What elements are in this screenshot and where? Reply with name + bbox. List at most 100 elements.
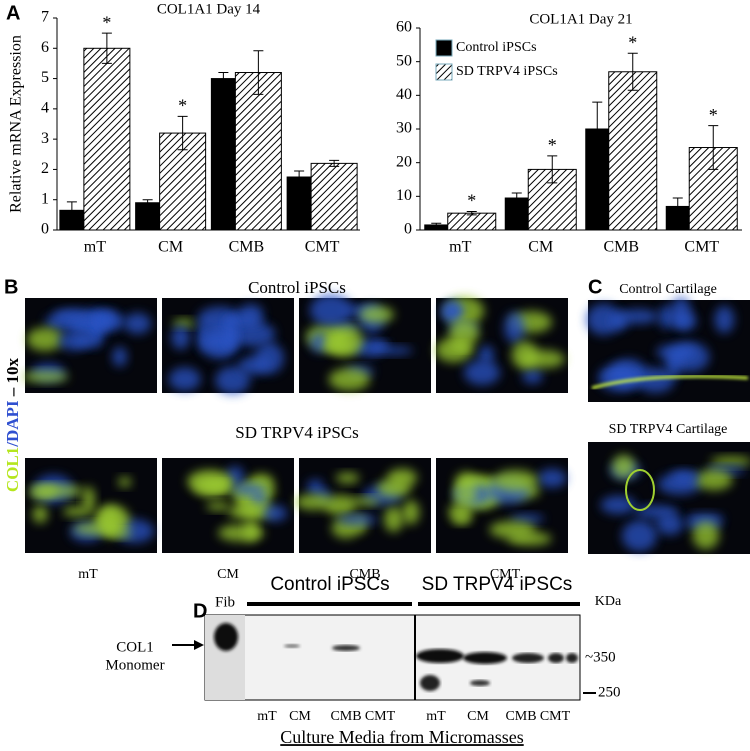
stain-blob bbox=[172, 318, 196, 328]
y-tick-label: 60 bbox=[396, 19, 412, 36]
stain-blob bbox=[449, 319, 480, 347]
stain-blob bbox=[402, 500, 420, 525]
stain-blob bbox=[463, 360, 500, 386]
lane-label: CMB bbox=[330, 709, 361, 724]
legend-label: Control iPSCs bbox=[456, 40, 537, 55]
y-axis-label: Relative mRNA Expression bbox=[8, 35, 25, 213]
stain-blob bbox=[335, 472, 360, 484]
stain-blob bbox=[206, 501, 230, 511]
legend-label: SD TRPV4 iPSCs bbox=[456, 64, 558, 79]
stain-blob bbox=[612, 454, 635, 479]
panel-label: D bbox=[193, 600, 207, 622]
group-title: SD TRPV4 iPSCs bbox=[422, 574, 573, 595]
chart-title: COL1A1 Day 21 bbox=[529, 11, 632, 27]
chart-title: COL1A1 Day 14 bbox=[157, 1, 261, 17]
stain-blob bbox=[695, 469, 733, 491]
error-bar bbox=[294, 170, 305, 184]
x-tick-label: mT bbox=[449, 239, 471, 256]
stain-blob bbox=[309, 294, 353, 327]
significance-marker: * bbox=[467, 191, 476, 211]
y-tick-label: 4 bbox=[41, 100, 49, 117]
band bbox=[470, 680, 490, 686]
stain-blob bbox=[621, 520, 657, 552]
y-tick-label: 40 bbox=[396, 86, 412, 103]
significance-marker: * bbox=[102, 12, 111, 32]
panel-label: A bbox=[6, 2, 20, 24]
x-tick-label: CMT bbox=[305, 239, 340, 256]
arrow-head bbox=[194, 640, 204, 650]
stain-blob bbox=[448, 501, 473, 522]
stain-blob bbox=[671, 470, 700, 483]
y-tick-label: 10 bbox=[396, 187, 412, 204]
bar bbox=[286, 176, 312, 231]
stain-label: COL1/DAPI – 10x bbox=[3, 357, 22, 492]
stain-blob bbox=[359, 306, 395, 323]
y-tick-label: 30 bbox=[396, 120, 412, 137]
error-bar bbox=[101, 32, 112, 64]
stain-blob bbox=[455, 488, 477, 503]
stain-blob bbox=[327, 325, 364, 357]
y-tick-label: 5 bbox=[41, 69, 49, 86]
error-bar bbox=[218, 72, 229, 86]
y-tick-label: 6 bbox=[41, 39, 49, 56]
x-tick-label: CM bbox=[528, 239, 553, 256]
stain-blob bbox=[489, 520, 536, 539]
bar bbox=[135, 202, 161, 231]
stain-blob bbox=[21, 371, 69, 383]
stain-blob bbox=[686, 513, 724, 525]
stain-blob bbox=[455, 472, 478, 492]
stain-blob bbox=[118, 476, 132, 487]
unit-label: KDa bbox=[595, 594, 622, 609]
panel-title: Control Cartilage bbox=[619, 282, 717, 297]
stain-blob bbox=[229, 321, 276, 347]
bar bbox=[310, 162, 358, 231]
stain-blob bbox=[510, 514, 544, 524]
bar bbox=[210, 78, 236, 231]
band bbox=[284, 644, 300, 648]
stain-blob bbox=[112, 346, 128, 367]
stain-blob bbox=[123, 312, 152, 335]
stain-blob bbox=[602, 371, 639, 380]
error-bar bbox=[627, 52, 638, 91]
stain-blob bbox=[714, 305, 735, 334]
x-tick-label: mT bbox=[84, 239, 106, 256]
stain-blob bbox=[387, 468, 418, 487]
significance-marker: * bbox=[178, 96, 187, 116]
band bbox=[463, 652, 507, 664]
stain-blob bbox=[263, 505, 288, 522]
cartilage-layer bbox=[591, 374, 749, 390]
error-bar bbox=[672, 197, 683, 216]
y-tick-label: 0 bbox=[41, 221, 49, 238]
stain-blob bbox=[692, 521, 720, 550]
lane-label: CMT bbox=[365, 709, 396, 724]
stain-part: /DAPI bbox=[3, 400, 22, 448]
band bbox=[214, 623, 238, 651]
y-tick-label: 1 bbox=[41, 190, 49, 207]
stain-blob bbox=[511, 340, 538, 370]
stain-blob bbox=[368, 346, 414, 355]
stain-blob bbox=[26, 327, 64, 352]
lane-labels: mT CM CMB CMT mT CM CMB CMT bbox=[257, 709, 570, 724]
y-tick-label: 3 bbox=[41, 130, 49, 147]
lane-label: mT bbox=[426, 709, 446, 724]
stain-blob bbox=[586, 303, 622, 336]
error-bar bbox=[66, 201, 77, 220]
stain-blob bbox=[658, 305, 675, 329]
lane-label: CMT bbox=[540, 709, 571, 724]
stain-blob bbox=[43, 485, 84, 497]
stain-blob bbox=[670, 296, 692, 328]
size-marker: 250 bbox=[598, 684, 621, 700]
western-blot bbox=[172, 602, 596, 701]
stain-blob bbox=[710, 456, 750, 467]
lane-title: Fib bbox=[215, 594, 235, 610]
legend-swatch bbox=[435, 63, 453, 81]
size-marker: ~350 bbox=[585, 649, 616, 665]
error-bar bbox=[547, 155, 558, 184]
micrographs bbox=[21, 294, 750, 554]
error-bar bbox=[511, 192, 522, 204]
band bbox=[566, 653, 578, 663]
stain-part: COL1 bbox=[3, 447, 22, 492]
lane-label: CMB bbox=[505, 709, 536, 724]
band-label: COL1 bbox=[116, 639, 154, 655]
lane-label: CM bbox=[289, 709, 311, 724]
